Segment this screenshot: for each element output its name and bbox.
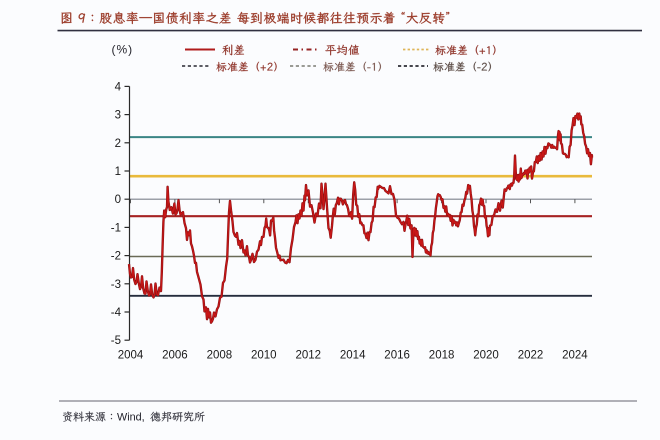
svg-text:-4: -4 [111, 307, 122, 319]
svg-text:2022: 2022 [518, 350, 544, 362]
svg-text:-5: -5 [111, 335, 121, 347]
svg-text:4: 4 [115, 81, 122, 93]
svg-text:1: 1 [115, 166, 121, 178]
svg-text:2018: 2018 [429, 350, 455, 362]
svg-text:2016: 2016 [384, 350, 410, 362]
svg-text:2008: 2008 [207, 350, 233, 362]
svg-text:2024: 2024 [562, 350, 588, 362]
svg-text:2014: 2014 [340, 350, 366, 362]
svg-text:(%): (%) [112, 43, 134, 57]
svg-text:2020: 2020 [473, 350, 499, 362]
svg-text:Wind,: Wind, [117, 412, 145, 424]
svg-text:3: 3 [115, 110, 121, 122]
svg-text:2012: 2012 [296, 350, 322, 362]
svg-text:0: 0 [115, 194, 121, 206]
svg-text:-2: -2 [111, 251, 121, 263]
svg-text:-1: -1 [111, 222, 121, 234]
svg-text:2010: 2010 [251, 350, 277, 362]
svg-text:2006: 2006 [162, 350, 188, 362]
svg-text:2: 2 [115, 138, 121, 150]
svg-text:2004: 2004 [118, 350, 144, 362]
svg-text:-3: -3 [111, 279, 121, 291]
